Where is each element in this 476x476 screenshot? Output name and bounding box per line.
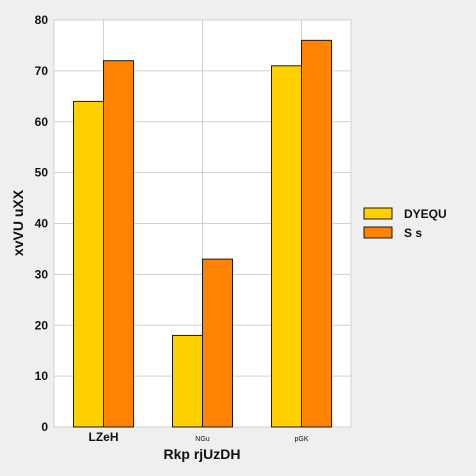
- bar-s-s-pgk: [301, 39, 332, 428]
- y-tick-label: 20: [35, 318, 49, 332]
- x-tick-label: pGK: [294, 436, 308, 443]
- bar-s-s-lzeh: [103, 60, 134, 428]
- legend-swatch: [363, 207, 393, 220]
- y-tick-label: 60: [35, 115, 49, 129]
- x-axis-ticks: LZeH NGu pGK: [89, 430, 309, 444]
- y-tick-label: 40: [35, 217, 49, 231]
- legend-swatch: [363, 226, 393, 239]
- y-axis-ticks: 0 10 20 30 40 50 60 70 80: [35, 13, 49, 434]
- y-tick-label: 0: [41, 420, 48, 434]
- x-axis-title: Rkp rjUzDH: [163, 446, 240, 462]
- x-tick-label: NGu: [195, 436, 210, 443]
- bar-s-s-ngu: [202, 258, 233, 428]
- legend: DYEQU S s: [363, 207, 447, 240]
- legend-label: S s: [404, 226, 422, 240]
- legend-label: DYEQU: [404, 207, 447, 221]
- bar-dyequ-ngu: [172, 334, 203, 428]
- y-tick-label: 10: [35, 369, 49, 383]
- y-tick-label: 80: [35, 13, 49, 27]
- y-tick-label: 50: [35, 166, 49, 180]
- bars: [73, 39, 332, 428]
- bar-dyequ-pgk: [271, 65, 302, 428]
- x-tick-label: LZeH: [89, 430, 119, 444]
- y-tick-label: 30: [35, 267, 49, 281]
- bar-dyequ-lzeh: [73, 100, 104, 428]
- y-axis-title: xvVU uXX: [10, 189, 26, 256]
- y-tick-label: 70: [35, 64, 49, 78]
